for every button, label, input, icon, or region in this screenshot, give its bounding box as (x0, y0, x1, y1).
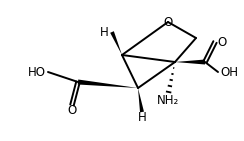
Text: O: O (67, 104, 77, 117)
Text: O: O (217, 36, 226, 49)
Polygon shape (78, 80, 138, 88)
Text: O: O (163, 16, 173, 28)
Text: NH₂: NH₂ (157, 94, 179, 107)
Polygon shape (110, 31, 122, 55)
Text: OH: OH (220, 66, 238, 79)
Text: H: H (138, 111, 146, 124)
Polygon shape (175, 60, 205, 64)
Text: HO: HO (28, 66, 46, 79)
Text: H: H (100, 26, 109, 38)
Polygon shape (138, 88, 144, 112)
